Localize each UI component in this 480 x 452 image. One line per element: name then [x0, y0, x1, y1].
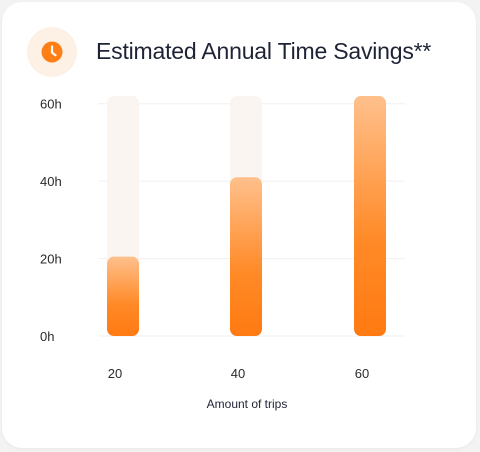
x-axis-label: Amount of trips: [207, 397, 288, 411]
bar: [230, 177, 262, 336]
bars: [107, 96, 386, 336]
chart-title: Estimated Annual Time Savings**: [96, 38, 432, 64]
bar: [107, 256, 139, 336]
y-tick-label: 0h: [40, 329, 54, 344]
y-tick-label: 60h: [40, 97, 62, 112]
bar: [354, 96, 386, 336]
x-tick-label: 20: [108, 366, 122, 381]
y-tick-label: 40h: [40, 174, 62, 189]
clock-icon-badge: [27, 27, 77, 77]
y-axis-ticks: 0h 20h 40h 60h: [40, 97, 62, 344]
y-tick-label: 20h: [40, 252, 62, 267]
clock-icon: [41, 41, 63, 63]
x-tick-label: 60: [355, 366, 369, 381]
x-axis-ticks: 20 40 60: [108, 366, 369, 381]
time-savings-card: Estimated Annual Time Savings**: [2, 2, 476, 448]
x-tick-label: 40: [231, 366, 245, 381]
